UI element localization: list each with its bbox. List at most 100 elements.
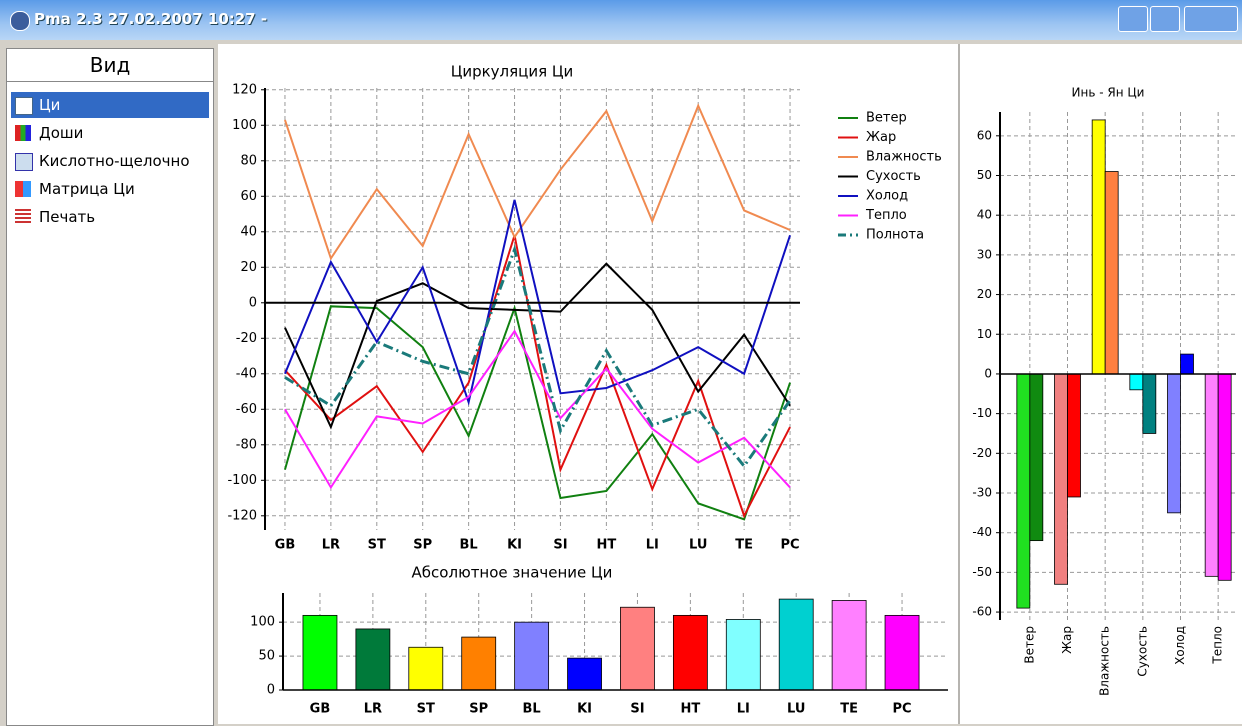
y-tick-label: -10	[972, 406, 992, 420]
nav-label: Доши	[39, 124, 84, 142]
x-tick-label: SP	[469, 702, 488, 717]
nav-item[interactable]: Доши	[11, 120, 209, 146]
bar	[1029, 373, 1044, 542]
x-tick-label: LR	[364, 702, 382, 717]
charts: Циркуляция Ци-120-100-80-60-40-200204060…	[218, 44, 1242, 724]
y-tick-label: -50	[972, 565, 992, 579]
y-tick-label: -120	[227, 508, 257, 523]
bar	[1067, 373, 1081, 498]
bar	[620, 606, 655, 691]
app-icon	[10, 11, 30, 31]
y-tick-label: 60	[240, 189, 257, 204]
bar	[1180, 353, 1194, 375]
y-tick-label: 50	[258, 649, 275, 664]
bar	[1129, 373, 1144, 391]
y-tick-label: 100	[250, 615, 275, 630]
y-tick-label: -100	[227, 473, 257, 488]
nav-item[interactable]: Матрица Ци	[11, 176, 209, 202]
legend-label: Холод	[866, 189, 908, 204]
bar	[884, 614, 920, 691]
x-tick-label: Холод	[1173, 626, 1187, 665]
title-bar: Pma 2.3 27.02.2007 10:27 -	[0, 0, 1242, 40]
maximize-button[interactable]	[1150, 6, 1180, 32]
x-tick-label: LI	[737, 702, 750, 717]
x-tick-label: HT	[681, 702, 701, 717]
x-tick-label: PC	[893, 702, 912, 717]
legend-label: Жар	[866, 130, 896, 145]
x-tick-label: Сухость	[1135, 626, 1149, 677]
y-tick-label: 20	[977, 287, 992, 301]
sidebar-header: Вид	[7, 49, 213, 82]
x-tick-label: Влажность	[1098, 626, 1112, 696]
bar	[1104, 171, 1119, 375]
x-tick-label: ST	[368, 538, 386, 553]
data-line	[283, 304, 791, 521]
bar	[302, 614, 338, 691]
x-tick-label: GB	[275, 538, 296, 553]
x-tick-label: TE	[735, 538, 753, 553]
y-tick-label: 10	[977, 327, 992, 341]
x-tick-label: SI	[553, 538, 567, 553]
bar	[725, 619, 761, 691]
x-tick-label: BL	[460, 538, 478, 553]
x-tick-label: GB	[310, 702, 331, 717]
y-tick-label: 30	[977, 247, 992, 261]
nav-item[interactable]: Печать	[11, 204, 209, 230]
x-tick-label: SP	[413, 538, 432, 553]
chart-title: Инь - Ян Ци	[1072, 86, 1145, 100]
x-tick-label: KI	[507, 538, 522, 553]
x-tick-label: Жар	[1060, 626, 1074, 654]
data-line	[284, 244, 792, 469]
bar	[1204, 373, 1219, 577]
y-tick-label: -30	[972, 486, 992, 500]
y-tick-label: 0	[267, 683, 275, 698]
x-tick-label: PC	[781, 538, 800, 553]
x-tick-label: BL	[523, 702, 541, 717]
y-tick-label: -20	[972, 446, 992, 460]
nav-label: Ци	[39, 96, 61, 114]
data-line	[284, 235, 791, 519]
bar	[408, 646, 444, 691]
nav-label: Матрица Ци	[39, 180, 135, 198]
y-tick-label: 60	[977, 128, 992, 142]
minimize-button[interactable]	[1118, 6, 1148, 32]
data-line	[284, 103, 791, 261]
y-tick-label: -20	[236, 331, 257, 346]
bar	[1142, 373, 1157, 434]
y-tick-label: -40	[972, 525, 992, 539]
bar	[567, 657, 602, 691]
y-tick-label: 0	[984, 366, 992, 380]
x-tick-label: SI	[630, 702, 644, 717]
nav-item[interactable]: Ци	[11, 92, 209, 118]
x-tick-label: LU	[787, 702, 805, 717]
bar	[672, 614, 708, 691]
legend-label: Полнота	[866, 228, 924, 243]
bar	[831, 600, 867, 691]
x-tick-label: LR	[322, 538, 340, 553]
y-tick-label: 80	[240, 153, 257, 168]
x-tick-label: Ветер	[1022, 626, 1036, 664]
bar	[461, 636, 497, 691]
sidebar: Вид Ци Доши Кислотно-щелочно Матрица Ци …	[6, 48, 214, 726]
x-tick-label: ST	[417, 702, 435, 717]
bar	[778, 598, 814, 691]
close-button[interactable]	[1184, 6, 1238, 32]
y-tick-label: 50	[977, 168, 992, 182]
x-tick-label: TE	[840, 702, 858, 717]
chart-title: Абсолютное значение Ци	[412, 564, 613, 582]
nav-item[interactable]: Кислотно-щелочно	[11, 148, 209, 174]
x-tick-label: LI	[646, 538, 659, 553]
bar	[1054, 373, 1068, 585]
bar	[1167, 373, 1181, 514]
data-line	[284, 262, 791, 430]
nav-label: Кислотно-щелочно	[39, 152, 190, 170]
y-tick-label: -60	[972, 605, 992, 619]
x-tick-label: HT	[597, 538, 617, 553]
window-title: Pma 2.3 27.02.2007 10:27 -	[34, 10, 268, 28]
data-line	[284, 329, 791, 490]
chart-title: Циркуляция Ци	[451, 63, 574, 81]
legend-label: Тепло	[865, 208, 907, 223]
bar	[514, 621, 550, 691]
x-tick-label: LU	[689, 538, 707, 553]
